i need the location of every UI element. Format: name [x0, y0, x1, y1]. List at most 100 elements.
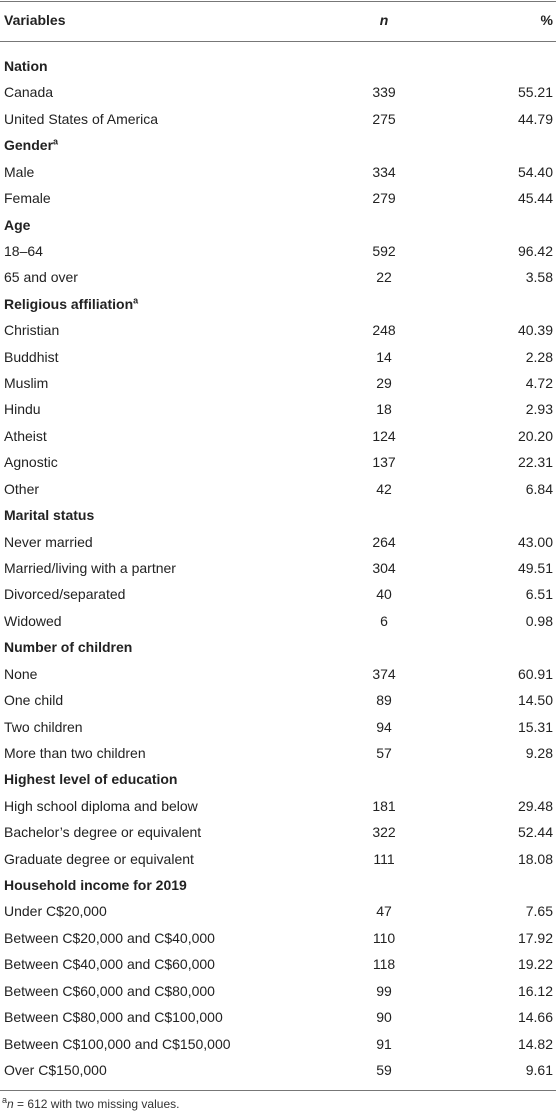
row-n: 110	[372, 929, 396, 946]
top-rule	[0, 1, 556, 2]
row-percent: 45.44	[517, 190, 553, 207]
section-title: Religious affiliationa	[4, 291, 138, 317]
footnote-marker: a	[133, 295, 139, 306]
row-label: Hindu	[4, 401, 41, 418]
row-percent: 2.28	[525, 348, 553, 365]
row-n: 374	[372, 665, 396, 682]
section-title: Highest level of education	[4, 766, 177, 792]
row-label: Between C$80,000 and C$100,000	[4, 1009, 223, 1026]
row-percent: 0.98	[525, 612, 553, 629]
row-percent: 9.28	[525, 744, 553, 761]
row-percent: 19.22	[517, 956, 553, 973]
row-percent: 9.61	[525, 1061, 553, 1078]
section-title-text: Nation	[4, 58, 48, 74]
row-n: 304	[372, 559, 396, 576]
row-label: Over C$150,000	[4, 1061, 107, 1078]
row-n: 59	[376, 1061, 392, 1078]
row-n: 6	[380, 612, 388, 629]
row-n: 57	[376, 744, 392, 761]
section-title: Household income for 2019	[4, 872, 187, 898]
footnote-marker: a	[2, 1095, 8, 1105]
row-percent: 55.21	[517, 84, 553, 101]
row-percent: 15.31	[517, 718, 553, 735]
header-cell: n	[379, 12, 389, 28]
row-percent: 3.58	[525, 269, 553, 286]
row-label: Divorced/separated	[4, 586, 126, 603]
row-n: 248	[372, 322, 396, 339]
row-n: 42	[376, 480, 392, 497]
section-title-text: Household income for 2019	[4, 877, 187, 894]
row-percent: 60.91	[517, 665, 553, 682]
row-n: 334	[372, 163, 396, 180]
header-cell: %	[540, 12, 553, 28]
row-percent: 54.40	[517, 163, 553, 180]
row-n: 29	[376, 375, 392, 392]
row-n: 94	[376, 718, 392, 735]
header-cell: Variables	[4, 12, 66, 28]
row-label: Muslim	[4, 375, 49, 392]
row-label: Under C$20,000	[4, 903, 107, 920]
row-percent: 4.72	[525, 375, 553, 392]
row-label: Never married	[4, 533, 93, 550]
row-label: Between C$100,000 and C$150,000	[4, 1035, 231, 1052]
row-percent: 22.31	[517, 454, 553, 471]
row-label: Bachelor’s degree or equivalent	[4, 824, 202, 841]
row-n: 592	[372, 242, 396, 259]
row-percent: 49.51	[517, 559, 553, 576]
header-rule	[0, 41, 556, 42]
row-percent: 52.44	[517, 824, 553, 841]
row-n: 47	[376, 903, 392, 920]
row-percent: 40.39	[517, 322, 553, 339]
row-label: Male	[4, 163, 35, 180]
row-label: 18–64	[4, 242, 43, 259]
row-percent: 6.84	[525, 480, 553, 497]
row-label: Between C$20,000 and C$40,000	[4, 929, 215, 946]
row-label: One child	[4, 692, 64, 709]
row-label: Agnostic	[4, 454, 58, 471]
section-title-text: Marital status	[4, 507, 95, 524]
row-percent: 29.48	[517, 797, 553, 814]
row-percent: 14.50	[517, 692, 553, 709]
section-title-text: Highest level of education	[4, 771, 178, 788]
row-percent: 96.42	[517, 242, 553, 259]
row-n: 181	[372, 797, 396, 814]
section-title: Gendera	[4, 132, 58, 158]
row-percent: 14.82	[517, 1035, 553, 1052]
row-percent: 17.92	[517, 929, 553, 946]
row-label: Other	[4, 480, 40, 497]
footnote-text: = 612 with two missing values.	[17, 1097, 180, 1111]
section-title-text: Number of children	[4, 639, 133, 656]
row-percent: 16.12	[517, 982, 553, 999]
row-label: 65 and over	[4, 269, 78, 286]
row-label: Buddhist	[4, 348, 59, 365]
footnote: an = 612 with two missing values.	[2, 1095, 180, 1112]
section-title: Number of children	[4, 634, 132, 660]
row-label: High school diploma and below	[4, 797, 198, 814]
row-label: Graduate degree or equivalent	[4, 850, 194, 867]
row-n: 279	[372, 190, 396, 207]
row-percent: 2.93	[525, 401, 553, 418]
section-title: Marital status	[4, 502, 94, 528]
row-percent: 20.20	[517, 427, 553, 444]
row-n: 89	[376, 692, 392, 709]
row-label: Atheist	[4, 427, 47, 444]
section-title: Nation	[4, 53, 48, 79]
row-n: 111	[373, 850, 395, 867]
row-label: None	[4, 665, 38, 682]
row-label: Married/living with a partner	[4, 559, 176, 576]
row-percent: 43.00	[517, 533, 553, 550]
row-n: 339	[372, 84, 396, 101]
row-n: 18	[376, 401, 392, 418]
row-label: Christian	[4, 322, 60, 339]
row-label: More than two children	[4, 744, 146, 761]
bottom-rule	[0, 1090, 556, 1091]
row-label: United States of America	[4, 110, 159, 127]
row-percent: 14.66	[517, 1009, 553, 1026]
row-label: Between C$60,000 and C$80,000	[4, 982, 215, 999]
row-n: 40	[376, 586, 392, 603]
row-percent: 44.79	[517, 110, 553, 127]
row-percent: 18.08	[517, 850, 553, 867]
row-label: Two children	[4, 718, 83, 735]
row-n: 99	[376, 982, 392, 999]
